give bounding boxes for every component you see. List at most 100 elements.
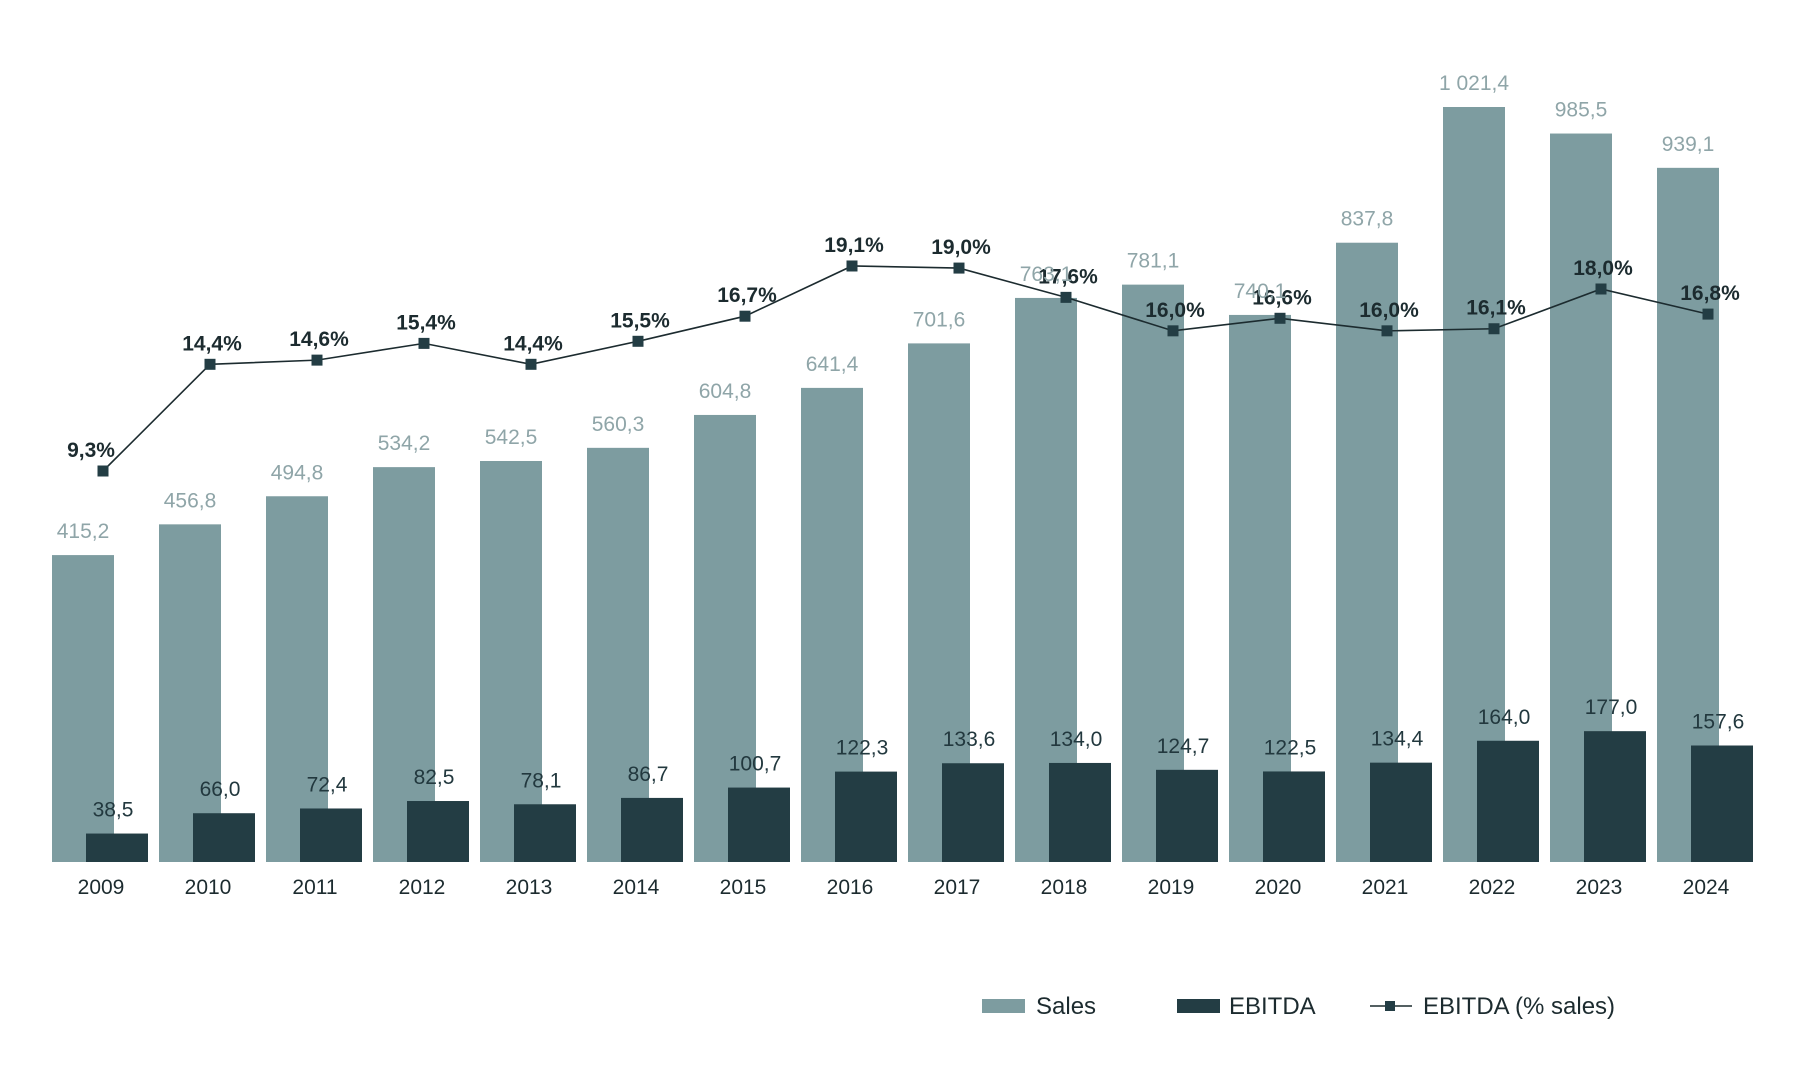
ebitda-label-2023: 177,0 xyxy=(1585,696,1638,719)
sales-bar-2010 xyxy=(159,524,221,862)
ebitda-pct-label-2022: 16,1% xyxy=(1466,297,1526,320)
ebitda-pct-marker-2016 xyxy=(846,260,858,272)
ebitda-pct-line xyxy=(102,265,1709,472)
ebitda-bar-2019 xyxy=(1156,769,1218,862)
year-label-2012: 2012 xyxy=(399,876,446,899)
ebitda-label-2020: 122,5 xyxy=(1264,736,1317,759)
ebitda-bar-2013 xyxy=(514,804,576,862)
sales-bar-2011 xyxy=(266,496,328,862)
sales-bar-2009 xyxy=(52,555,114,862)
ebitda-pct-marker-2019 xyxy=(1167,325,1179,337)
ebitda-pct-label-2013: 14,4% xyxy=(503,332,563,355)
ebitda-label-2014: 86,7 xyxy=(628,763,669,786)
ebitda-label-2015: 100,7 xyxy=(729,753,782,776)
sales-label-2013: 542,5 xyxy=(485,426,538,449)
ebitda-pct-label-2012: 15,4% xyxy=(396,311,456,334)
labels-layer: 415,2 38,5 2009 456,8 66,0 2010 494,8 72,4 2011 5… xyxy=(57,72,1745,899)
ebitda-bar-2015 xyxy=(728,787,790,862)
ebitda-label-2021: 134,4 xyxy=(1371,728,1424,751)
year-label-2016: 2016 xyxy=(827,876,874,899)
ebitda-pct-label-2011: 14,6% xyxy=(289,328,349,351)
ebitda-pct-marker-2022 xyxy=(1488,323,1500,335)
sales-label-2010: 456,8 xyxy=(164,489,217,512)
ebitda-pct-marker-2009 xyxy=(97,465,109,477)
sales-label-2020: 740,1 xyxy=(1234,280,1287,303)
ebitda-pct-marker-2018 xyxy=(1060,291,1072,303)
ebitda-pct-marker-2011 xyxy=(311,354,323,366)
sales-label-2021: 837,8 xyxy=(1341,208,1394,231)
ebitda-label-2010: 66,0 xyxy=(200,778,241,801)
ebitda-pct-marker-2014 xyxy=(632,335,644,347)
sales-bar-2020 xyxy=(1229,314,1291,862)
ebitda-pct-marker-2020 xyxy=(1274,312,1286,324)
ebitda-label-2018: 134,0 xyxy=(1050,728,1103,751)
ebitda-label-2012: 82,5 xyxy=(414,766,455,789)
ebitda-pct-marker-2013 xyxy=(525,358,537,370)
sales-bar-2019 xyxy=(1122,284,1184,862)
sales-label-2024: 939,1 xyxy=(1662,133,1715,156)
legend-label-ebitda-pct: EBITDA (% sales) xyxy=(1423,993,1615,1020)
ebitda-pct-label-2020: 16,6% xyxy=(1252,286,1312,309)
ebitda-pct-label-2018: 17,6% xyxy=(1038,265,1098,288)
ebitda-bar-2012 xyxy=(407,801,469,862)
sales-label-2017: 701,6 xyxy=(913,308,966,331)
sales-label-2022: 1 021,4 xyxy=(1439,72,1509,95)
ebitda-pct-marker-2010 xyxy=(204,358,216,370)
ebitda-bar-2014 xyxy=(621,797,683,862)
ebitda-bar-2009 xyxy=(86,833,148,862)
ebitda-label-2013: 78,1 xyxy=(521,769,562,792)
legend-swatch-ebitda xyxy=(1177,999,1220,1013)
ebitda-label-2011: 72,4 xyxy=(307,773,348,796)
ebitda-pct-label-2017: 19,0% xyxy=(931,236,991,259)
ebitda-bar-2024 xyxy=(1691,745,1753,862)
legend-label-sales: Sales xyxy=(1036,993,1096,1020)
year-label-2017: 2017 xyxy=(934,876,981,899)
ebitda-pct-marker-2012 xyxy=(418,337,430,349)
sales-label-2023: 985,5 xyxy=(1555,99,1608,122)
ebitda-pct-marker-2017 xyxy=(953,262,965,274)
ebitda-label-2022: 164,0 xyxy=(1478,706,1531,729)
ebitda-label-2024: 157,6 xyxy=(1692,711,1745,734)
ebitda-label-2009: 38,5 xyxy=(93,799,134,822)
bars-layer xyxy=(52,107,1753,863)
sales-bar-2021 xyxy=(1336,242,1398,862)
ebitda-pct-label-2014: 15,5% xyxy=(610,309,670,332)
ebitda-bar-2018 xyxy=(1049,762,1111,862)
line-layer: 9,3% 14,4% 14,6% 15,4% 14,4% 15,5% 16,7% 19,1% 1… xyxy=(67,234,1740,477)
legend-swatch-sales xyxy=(982,999,1025,1013)
ebitda-pct-marker-2024 xyxy=(1702,308,1714,320)
sales-label-2012: 534,2 xyxy=(378,432,431,455)
year-label-2023: 2023 xyxy=(1576,876,1623,899)
ebitda-pct-marker-2015 xyxy=(739,310,751,322)
ebitda-pct-marker-2021 xyxy=(1381,325,1393,337)
ebitda-bar-2011 xyxy=(300,808,362,862)
legend: Sales EBITDA EBITDA (% sales) xyxy=(982,993,1615,1020)
sales-label-2011: 494,8 xyxy=(271,461,324,484)
ebitda-bar-2022 xyxy=(1477,740,1539,862)
ebitda-bar-2021 xyxy=(1370,762,1432,862)
sales-bar-2012 xyxy=(373,467,435,862)
year-label-2020: 2020 xyxy=(1255,876,1302,899)
year-label-2022: 2022 xyxy=(1469,876,1516,899)
year-label-2021: 2021 xyxy=(1362,876,1409,899)
year-label-2013: 2013 xyxy=(506,876,553,899)
sales-label-2016: 641,4 xyxy=(806,353,859,376)
ebitda-bar-2020 xyxy=(1263,771,1325,862)
ebitda-label-2019: 124,7 xyxy=(1157,735,1210,758)
ebitda-pct-label-2010: 14,4% xyxy=(182,332,242,355)
sales-label-2019: 781,1 xyxy=(1127,250,1180,273)
sales-bar-2013 xyxy=(480,460,542,862)
legend-label-ebitda: EBITDA xyxy=(1229,993,1316,1020)
year-label-2010: 2010 xyxy=(185,876,232,899)
sales-label-2014: 560,3 xyxy=(592,413,645,436)
ebitda-pct-label-2021: 16,0% xyxy=(1359,299,1419,322)
ebitda-pct-label-2009: 9,3% xyxy=(67,439,115,462)
sales-label-2015: 604,8 xyxy=(699,380,752,403)
sales-label-2018: 763,1 xyxy=(1020,263,1073,286)
ebitda-bar-2023 xyxy=(1584,731,1646,862)
ebitda-pct-label-2015: 16,7% xyxy=(717,284,777,307)
ebitda-bar-2016 xyxy=(835,771,897,862)
sales-bar-2022 xyxy=(1443,107,1505,862)
year-label-2015: 2015 xyxy=(720,876,767,899)
